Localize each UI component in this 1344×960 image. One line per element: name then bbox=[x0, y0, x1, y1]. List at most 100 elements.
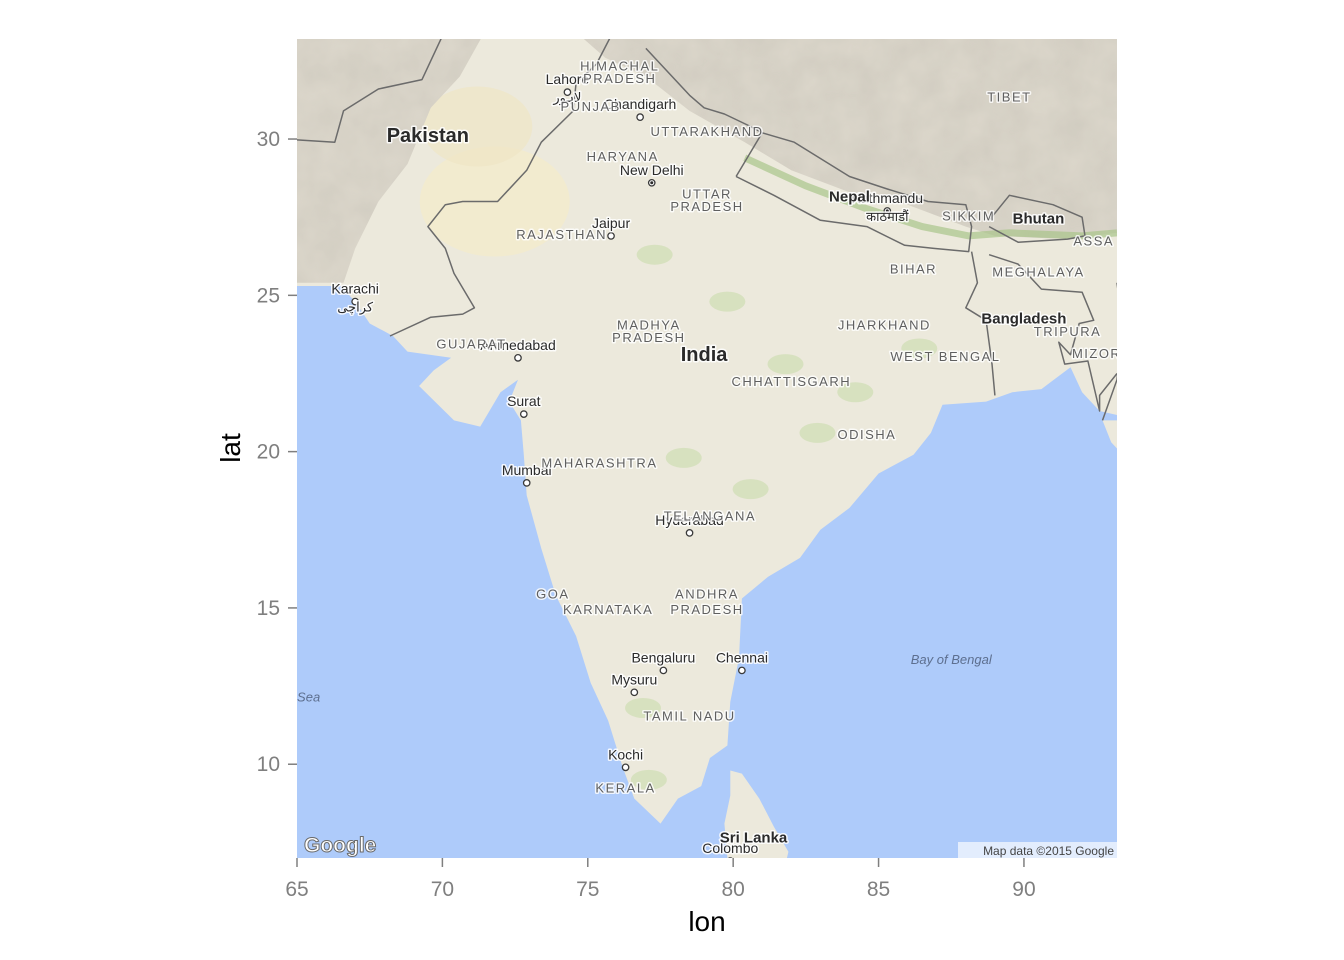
region-label: CHHATTISGARH bbox=[732, 374, 852, 389]
vegetation-patch bbox=[767, 354, 804, 375]
city-dot bbox=[563, 88, 572, 96]
y-axis-title: lat bbox=[215, 433, 246, 463]
city-mysuru[interactable]: Mysuru bbox=[610, 670, 659, 697]
city-lahore[interactable]: Lahore لاہور bbox=[544, 70, 591, 108]
city-mumbai[interactable]: Mumbai bbox=[500, 460, 553, 487]
vegetation-patch bbox=[799, 422, 836, 443]
region-label: GOA bbox=[536, 587, 569, 602]
y-axis: 10 15 20 25 30 bbox=[257, 128, 297, 776]
region-label: ASSA bbox=[1073, 233, 1114, 248]
city-label: Colombo bbox=[702, 840, 758, 856]
city-hyderabad[interactable]: Hyderabad bbox=[654, 510, 725, 537]
city-label: Bengaluru bbox=[631, 649, 695, 665]
city-label: Jaipur bbox=[592, 215, 630, 231]
region-label: PUNJAB bbox=[561, 99, 621, 114]
region-label: PRADESH bbox=[670, 199, 743, 214]
vegetation-patch bbox=[636, 244, 673, 265]
region-label: TAMIL NADU bbox=[643, 708, 735, 723]
water-label: Bay of Bengal bbox=[911, 652, 993, 667]
region-label: GUJARAT bbox=[436, 336, 506, 351]
vegetation-patch bbox=[709, 291, 746, 312]
city-label: Karachi bbox=[331, 281, 378, 297]
city-label: Hyderabad bbox=[655, 512, 724, 528]
region-label: BIHAR bbox=[890, 261, 937, 276]
city-label: Chennai bbox=[716, 649, 768, 665]
country-label-nepal: Nepal bbox=[829, 189, 870, 206]
city-label: Kochi bbox=[608, 746, 643, 762]
city-kochi[interactable]: Kochi bbox=[607, 745, 645, 772]
vegetation-patch bbox=[732, 479, 769, 500]
city-dot bbox=[630, 688, 639, 697]
region-label: ANDHRA bbox=[675, 587, 739, 602]
region-label: MIZOR bbox=[1072, 346, 1121, 361]
x-tick-label: 65 bbox=[285, 878, 308, 901]
region-label: HARYANA bbox=[587, 149, 659, 164]
nepal-border bbox=[735, 132, 973, 253]
city-dot bbox=[621, 763, 630, 772]
city-colombo[interactable]: Colombo bbox=[701, 839, 760, 864]
country-label-bangladesh: Bangladesh bbox=[981, 310, 1066, 327]
region-label: PRADESH bbox=[612, 330, 685, 345]
x-tick-label: 75 bbox=[576, 878, 599, 901]
country-label-pakistan: Pakistan bbox=[387, 125, 469, 147]
map-attribution[interactable]: Map data ©2015 Google bbox=[983, 844, 1114, 858]
capital-dot bbox=[650, 181, 654, 185]
india-china-border bbox=[645, 47, 763, 134]
region-label: MADHYA bbox=[617, 318, 681, 333]
country-borders bbox=[297, 39, 1117, 421]
region-label: RAJASTHAN bbox=[516, 227, 607, 242]
city-label: Mysuru bbox=[611, 671, 657, 687]
attribution-box bbox=[958, 842, 1117, 858]
city-bengaluru[interactable]: Bengaluru bbox=[630, 648, 697, 675]
land-layer bbox=[297, 39, 1117, 858]
region-label: KARNATAKA bbox=[563, 602, 653, 617]
city-dot bbox=[659, 666, 668, 675]
city-native-label: काठमाडौं bbox=[866, 209, 909, 224]
city-dot bbox=[607, 232, 615, 240]
city-dot bbox=[685, 529, 694, 537]
balochistan-shading bbox=[297, 39, 481, 283]
region-label: TELANGANA bbox=[664, 508, 756, 523]
bangladesh-west-border bbox=[965, 251, 996, 396]
map-labels: HIMACHALPRADESHPUNJABUTTARAKHANDHARYANAU… bbox=[297, 57, 1121, 848]
city-native-label: کراچی bbox=[337, 300, 374, 316]
google-logo: Google bbox=[304, 834, 376, 857]
x-axis-title: lon bbox=[688, 906, 725, 937]
city-surat[interactable]: Surat bbox=[506, 392, 542, 418]
city-karachi[interactable]: Karachi کراچی bbox=[330, 279, 380, 317]
x-tick-label: 70 bbox=[431, 878, 454, 901]
pakistan-afghanistan-border bbox=[297, 39, 442, 143]
city-label: Mumbai bbox=[502, 462, 552, 478]
city-markers: Lahore لاہور Chandigarh New Delhi Jaipur Kath… bbox=[330, 70, 925, 864]
city-dot bbox=[728, 857, 733, 858]
vegetation-patch bbox=[665, 447, 702, 468]
region-label: WEST BENGAL bbox=[890, 349, 1000, 364]
map-panel[interactable]: Lahore لاہور Chandigarh New Delhi Jaipur Kath… bbox=[283, 30, 1141, 893]
city-label: New Delhi bbox=[620, 162, 684, 178]
myanmar-border bbox=[1101, 282, 1117, 421]
city-label: Surat bbox=[507, 393, 541, 409]
x-tick-label: 90 bbox=[1012, 878, 1035, 901]
y-tick-label: 15 bbox=[257, 597, 280, 620]
city-chandigarh[interactable]: Chandigarh bbox=[602, 95, 678, 121]
vegetation-patch bbox=[837, 382, 874, 403]
region-label: MAHARASHTRA bbox=[541, 455, 657, 470]
region-label: PRADESH bbox=[670, 602, 743, 617]
myanmar-coast bbox=[1102, 420, 1117, 449]
city-chennai[interactable]: Chennai bbox=[714, 648, 769, 675]
capital-dot bbox=[885, 209, 889, 213]
city-ahmedabad[interactable]: Ahmedabad bbox=[479, 335, 557, 362]
city-jaipur[interactable]: Jaipur bbox=[590, 213, 632, 240]
x-tick-label: 85 bbox=[867, 878, 890, 901]
vegetation-patch bbox=[901, 338, 938, 359]
city-label: Kathmandu bbox=[851, 190, 923, 206]
y-tick-label: 25 bbox=[257, 284, 280, 307]
city-new-delhi[interactable]: New Delhi bbox=[618, 160, 685, 187]
region-label: PRADESH bbox=[583, 71, 656, 86]
country-label-tibet: TIBET bbox=[987, 90, 1031, 105]
region-label: SIKKIM bbox=[942, 208, 995, 223]
x-tick-label: 80 bbox=[721, 878, 744, 901]
city-label: Chandigarh bbox=[604, 96, 676, 112]
bhutan-border bbox=[988, 194, 1086, 243]
city-kathmandu[interactable]: Kathmandu काठमाडौं bbox=[850, 188, 925, 225]
